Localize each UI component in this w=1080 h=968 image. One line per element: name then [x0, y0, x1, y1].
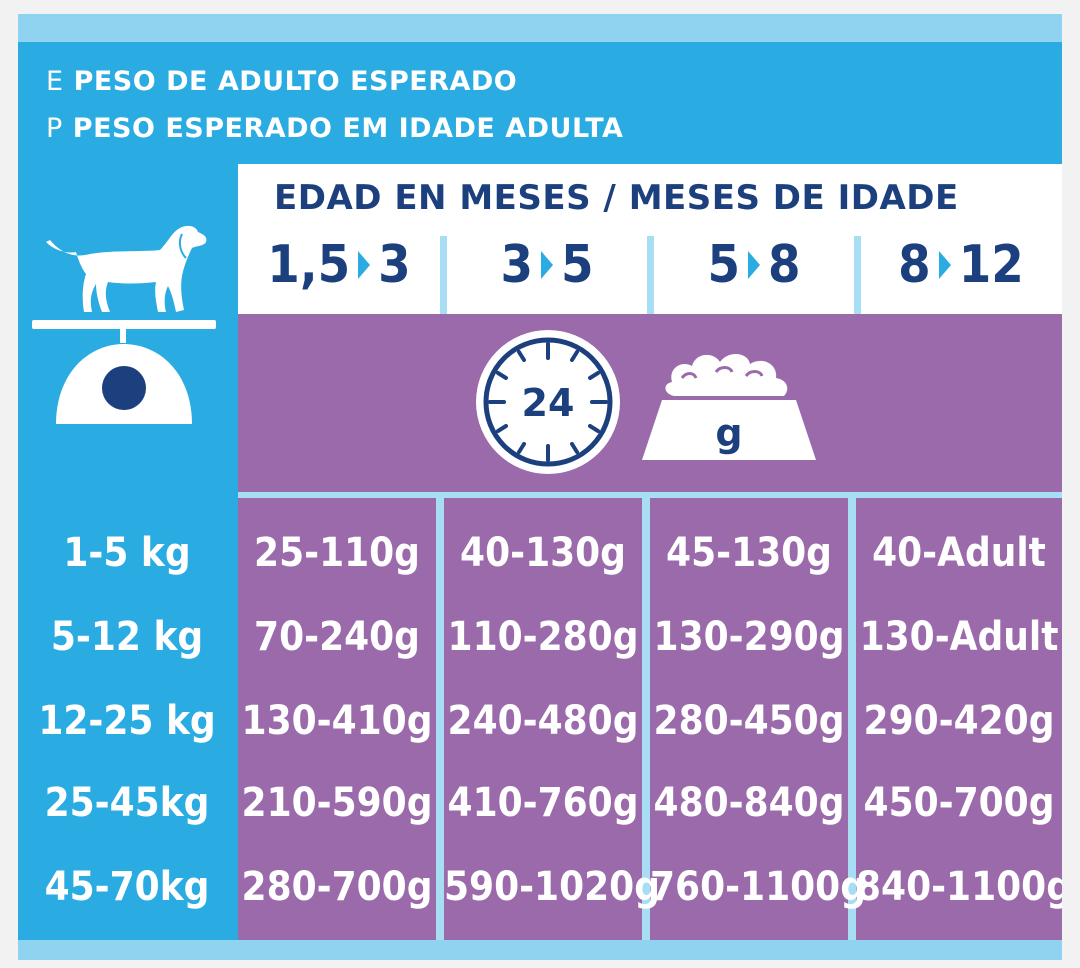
legend-line-p: P PESO ESPERADO EM IDADE ADULTA	[46, 113, 623, 144]
legend-line-e: E PESO DE ADULTO ESPERADO	[46, 66, 517, 97]
age-range-to: 12	[958, 235, 1024, 295]
legend-key-e: E	[46, 66, 64, 97]
column-divider	[642, 498, 650, 940]
age-divider	[440, 236, 447, 314]
table-cell: 280-700g	[241, 864, 433, 910]
feeding-table-card: E PESO DE ADULTO ESPERADO P PESO ESPERADO …	[18, 14, 1062, 960]
age-range-to: 8	[768, 235, 801, 295]
top-strip	[18, 14, 1062, 42]
table-cell: 40-130g	[460, 530, 626, 576]
age-divider	[854, 236, 861, 314]
weight-label: 5-12 kg	[50, 614, 204, 660]
arrow-right-icon	[748, 251, 760, 279]
column-bg-1	[238, 498, 436, 940]
age-divider	[647, 236, 654, 314]
weight-label: 25-45kg	[44, 780, 210, 826]
column-bg-4	[856, 498, 1062, 940]
table-cell: 240-480g	[447, 698, 639, 744]
food-bowl-icon: g	[642, 353, 816, 460]
legend-key-p: P	[46, 113, 63, 144]
age-range-from: 8	[898, 235, 931, 295]
clock-icon: 24	[476, 330, 620, 474]
bottom-strip	[18, 940, 1062, 960]
table-cell: 290-420g	[863, 698, 1055, 744]
icon-band: 24 g	[238, 314, 1062, 492]
table-cell: 25-110g	[254, 530, 420, 576]
age-range-4: 8 12	[861, 230, 1061, 300]
table-cell: 130-Adult	[859, 614, 1059, 660]
weight-label: 45-70kg	[44, 864, 210, 910]
table-cell: 210-590g	[241, 780, 433, 826]
table-cell: 130-410g	[241, 698, 433, 744]
weight-label: 1-5 kg	[63, 530, 191, 576]
age-range-1: 1,5 3	[238, 230, 440, 300]
age-range-to: 3	[378, 235, 411, 295]
table-cell: 410-760g	[447, 780, 639, 826]
age-range-from: 5	[707, 235, 740, 295]
table-cell: 40-Adult	[872, 530, 1046, 576]
column-divider	[848, 498, 856, 940]
table-cell: 280-450g	[653, 698, 845, 744]
table-cell: 760-1100g	[650, 864, 866, 910]
table-cell: 45-130g	[666, 530, 832, 576]
age-title: EDAD EN MESES / MESES DE IDADE	[274, 178, 959, 218]
age-range-from: 3	[500, 235, 533, 295]
table-cell: 130-290g	[653, 614, 845, 660]
age-range-to: 5	[561, 235, 594, 295]
table-cell: 110-280g	[447, 614, 639, 660]
arrow-right-icon	[541, 251, 553, 279]
clock-label: 24	[522, 381, 575, 425]
table-cell: 70-240g	[254, 614, 420, 660]
legend-text-p: PESO ESPERADO EM IDADE ADULTA	[72, 113, 624, 144]
weight-label: 12-25 kg	[38, 698, 216, 744]
arrow-right-icon	[358, 251, 371, 279]
table-cell: 590-1020g	[444, 864, 660, 910]
table-cell: 450-700g	[863, 780, 1055, 826]
column-bg-3	[650, 498, 848, 940]
legend-text-e: PESO DE ADULTO ESPERADO	[73, 66, 518, 97]
table-cell: 840-1100g	[856, 864, 1062, 910]
arrow-right-icon	[938, 251, 951, 279]
column-bg-2	[444, 498, 642, 940]
age-range-from: 1,5	[267, 235, 351, 295]
column-divider	[436, 498, 444, 940]
dog-on-scale-icon	[32, 225, 216, 424]
table-cell: 480-840g	[653, 780, 845, 826]
bowl-label: g	[715, 411, 742, 455]
band-separator	[238, 492, 1062, 498]
